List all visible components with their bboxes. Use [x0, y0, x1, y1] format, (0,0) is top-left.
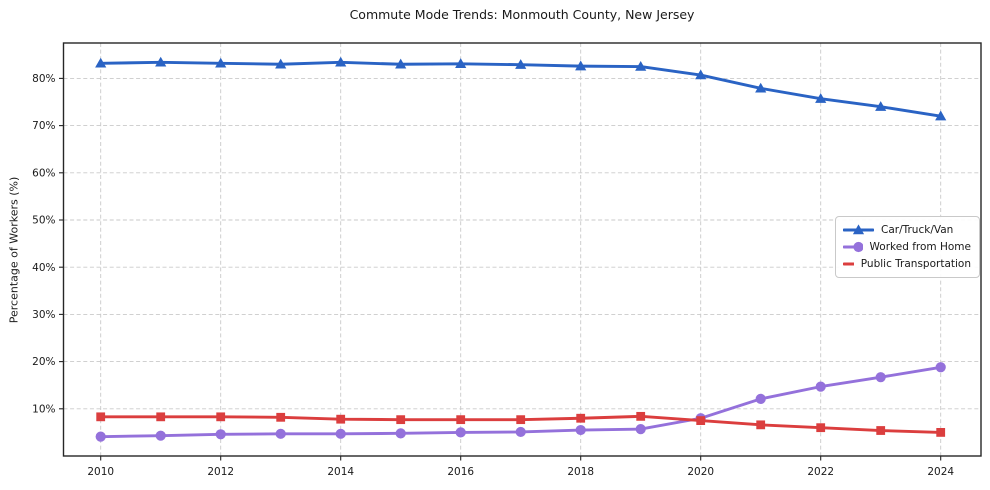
- legend-label-public-transportation: Public Transportation: [860, 257, 971, 270]
- legend-item-worked-from-home: Worked from Home: [843, 239, 971, 256]
- legend-sample-worked-from-home: [843, 241, 863, 253]
- data-point-triangle: [755, 82, 767, 93]
- x-tick-label: 2012: [207, 466, 234, 478]
- data-point-triangle: [935, 110, 947, 121]
- chart-title: Commute Mode Trends: Monmouth County, Ne…: [349, 7, 695, 22]
- data-point-triangle: [575, 60, 587, 71]
- data-point-triangle: [875, 101, 887, 111]
- data-point-circle: [455, 427, 466, 438]
- data-point-circle: [395, 428, 406, 439]
- data-point-circle: [935, 362, 946, 373]
- tick-marks: [59, 77, 942, 461]
- legend: Car/Truck/Van Worked from Home Public Tran…: [835, 216, 980, 278]
- data-point-triangle: [455, 58, 467, 68]
- data-point-circle: [815, 381, 826, 392]
- data-point-circle: [515, 426, 526, 438]
- series-worked-from-home: [95, 362, 946, 442]
- data-point-square: [816, 423, 826, 433]
- data-point-circle: [853, 241, 863, 253]
- data-point-circle: [575, 424, 586, 436]
- data-point-circle: [755, 393, 766, 404]
- plot-border: [62, 42, 982, 457]
- legend-item-car-truck-van: Car/Truck/Van: [843, 222, 971, 239]
- data-point-triangle: [155, 56, 167, 67]
- data-point-triangle: [215, 57, 227, 68]
- y-tick-label: 60%: [32, 167, 55, 179]
- legend-label-car-truck-van: Car/Truck/Van: [881, 224, 954, 237]
- data-point-square: [456, 415, 466, 425]
- y-tick-label: 30%: [32, 309, 55, 321]
- data-point-triangle: [695, 69, 707, 80]
- x-tick-label: 2020: [687, 466, 714, 478]
- legend-item-public-transportation: Public Transportation: [843, 255, 971, 272]
- y-tick-label: 40%: [32, 262, 55, 274]
- data-point-square: [156, 412, 166, 422]
- data-point-circle: [95, 431, 106, 442]
- y-tick-label: 70%: [32, 120, 55, 132]
- data-point-circle: [335, 428, 346, 439]
- x-tick-label: 2016: [447, 466, 474, 478]
- data-point-triangle: [515, 59, 527, 69]
- data-point-square: [876, 426, 886, 435]
- x-tick-label: 2014: [327, 466, 354, 478]
- data-point-square: [936, 428, 946, 437]
- y-tick-label: 50%: [32, 215, 55, 227]
- data-point-triangle: [335, 56, 347, 67]
- x-tick-label: 2010: [87, 466, 114, 478]
- series-line-car-truck-van: [99, 60, 943, 118]
- data-point-triangle: [852, 224, 865, 235]
- x-tick-label: 2024: [927, 466, 954, 478]
- data-point-circle: [875, 372, 886, 383]
- legend-label-worked-from-home: Worked from Home: [869, 241, 971, 253]
- data-point-triangle: [815, 93, 827, 103]
- data-point-circle: [215, 429, 226, 440]
- legend-sample-car-truck-van: [843, 224, 874, 235]
- data-point-square: [756, 420, 766, 430]
- data-point-square: [576, 413, 586, 423]
- data-point-circle: [275, 428, 286, 439]
- data-point-triangle: [275, 58, 287, 69]
- x-tick-labels: 2010 2012 2014 2016 2018 2020 2022 2024: [87, 466, 954, 478]
- data-point-square: [516, 415, 526, 425]
- series-public-transportation: [96, 411, 946, 437]
- data-point-square: [336, 414, 346, 424]
- data-point-square: [276, 412, 286, 422]
- data-point-circle: [155, 430, 166, 441]
- y-tick-label: 20%: [32, 356, 55, 368]
- x-tick-label: 2022: [807, 466, 834, 478]
- data-point-square: [636, 411, 646, 421]
- data-point-circle: [635, 423, 646, 435]
- y-tick-labels: 10% 20% 30% 40% 50% 60% 70% 80%: [32, 73, 55, 415]
- data-point-triangle: [95, 57, 107, 68]
- data-point-square: [96, 412, 106, 422]
- legend-sample-public-transportation: [843, 262, 854, 266]
- data-point-triangle: [635, 61, 647, 71]
- data-point-square: [396, 415, 406, 425]
- y-tick-label: 80%: [32, 73, 55, 85]
- x-tick-label: 2018: [567, 466, 594, 478]
- data-point-square: [216, 412, 226, 422]
- data-point-square: [696, 416, 706, 425]
- data-point-triangle: [395, 58, 407, 69]
- y-tick-label: 10%: [32, 403, 55, 415]
- series-car-truck-van: [95, 56, 947, 121]
